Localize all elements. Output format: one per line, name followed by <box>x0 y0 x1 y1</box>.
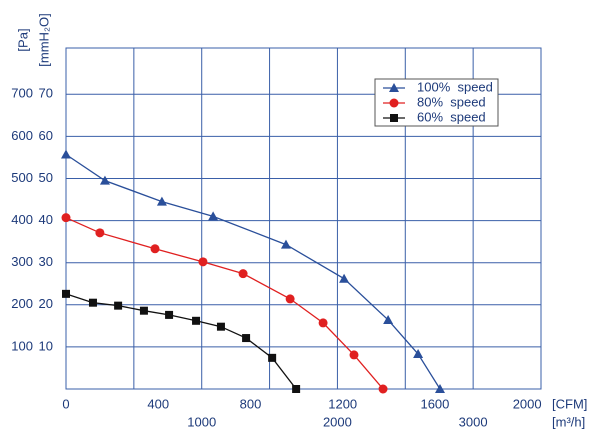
y2-tick-label: 20 <box>39 296 53 311</box>
data-point <box>165 310 174 319</box>
y2-axis-label: [mmH₂O] <box>36 13 51 66</box>
y-axis-label: [Pa] <box>15 28 30 51</box>
data-point <box>61 149 71 159</box>
x2-tick-label: 1000 <box>187 414 216 429</box>
data-point <box>349 350 359 360</box>
data-point <box>292 385 301 393</box>
x-tick-label: 2000 <box>513 396 542 411</box>
x2-tick-label: 2000 <box>323 414 352 429</box>
data-point <box>318 318 328 328</box>
x-tick-label: 400 <box>147 396 169 411</box>
data-point <box>114 301 123 310</box>
y-tick-label: 200 <box>11 296 33 311</box>
y2-tick-label: 60 <box>39 128 53 143</box>
data-point <box>99 175 110 185</box>
data-point <box>238 269 248 279</box>
data-point <box>62 289 70 298</box>
data-point <box>139 306 148 315</box>
data-point <box>216 322 225 331</box>
data-point <box>156 196 167 206</box>
y-tick-label: 700 <box>11 86 33 101</box>
data-point <box>88 298 97 307</box>
legend-label: 100% speed <box>417 79 493 94</box>
data-point <box>378 384 388 394</box>
x2-axis-label: [m³/h] <box>552 414 585 429</box>
y-tick-label: 600 <box>11 128 33 143</box>
y2-tick-label: 70 <box>39 86 53 101</box>
series-line <box>65 293 297 390</box>
legend-label: 80% speed <box>417 94 486 109</box>
data-point <box>208 211 219 221</box>
y-tick-label: 400 <box>11 212 33 227</box>
legend-label: 60% speed <box>417 109 486 124</box>
data-point <box>198 257 208 267</box>
legend-marker <box>389 83 399 92</box>
y2-tick-label: 30 <box>39 254 53 269</box>
y-tick-label: 100 <box>11 338 33 353</box>
y-tick-label: 300 <box>11 254 33 269</box>
data-point <box>413 349 424 359</box>
data-point <box>285 294 295 304</box>
x-axis-label: [CFM] <box>552 396 587 411</box>
data-point <box>95 228 105 238</box>
data-point <box>150 244 160 254</box>
x-tick-label: 1600 <box>420 396 449 411</box>
data-point <box>280 239 291 249</box>
x-tick-label: 800 <box>240 396 262 411</box>
series-line <box>65 153 441 390</box>
data-point <box>192 316 201 325</box>
y-tick-label: 500 <box>11 170 33 185</box>
y2-tick-label: 40 <box>39 212 53 227</box>
x2-tick-label: 3000 <box>459 414 488 429</box>
x-tick-label: 1200 <box>328 396 357 411</box>
series-line <box>65 217 384 390</box>
x-tick-label: 0 <box>62 396 69 411</box>
legend-marker <box>389 98 399 108</box>
data-point <box>435 384 446 393</box>
data-point <box>242 334 251 343</box>
y2-tick-label: 50 <box>39 170 53 185</box>
y2-tick-label: 10 <box>39 338 53 353</box>
data-point <box>268 353 277 362</box>
legend-marker <box>390 114 398 122</box>
data-point <box>339 273 350 283</box>
data-point <box>383 314 394 324</box>
data-point <box>61 213 71 223</box>
